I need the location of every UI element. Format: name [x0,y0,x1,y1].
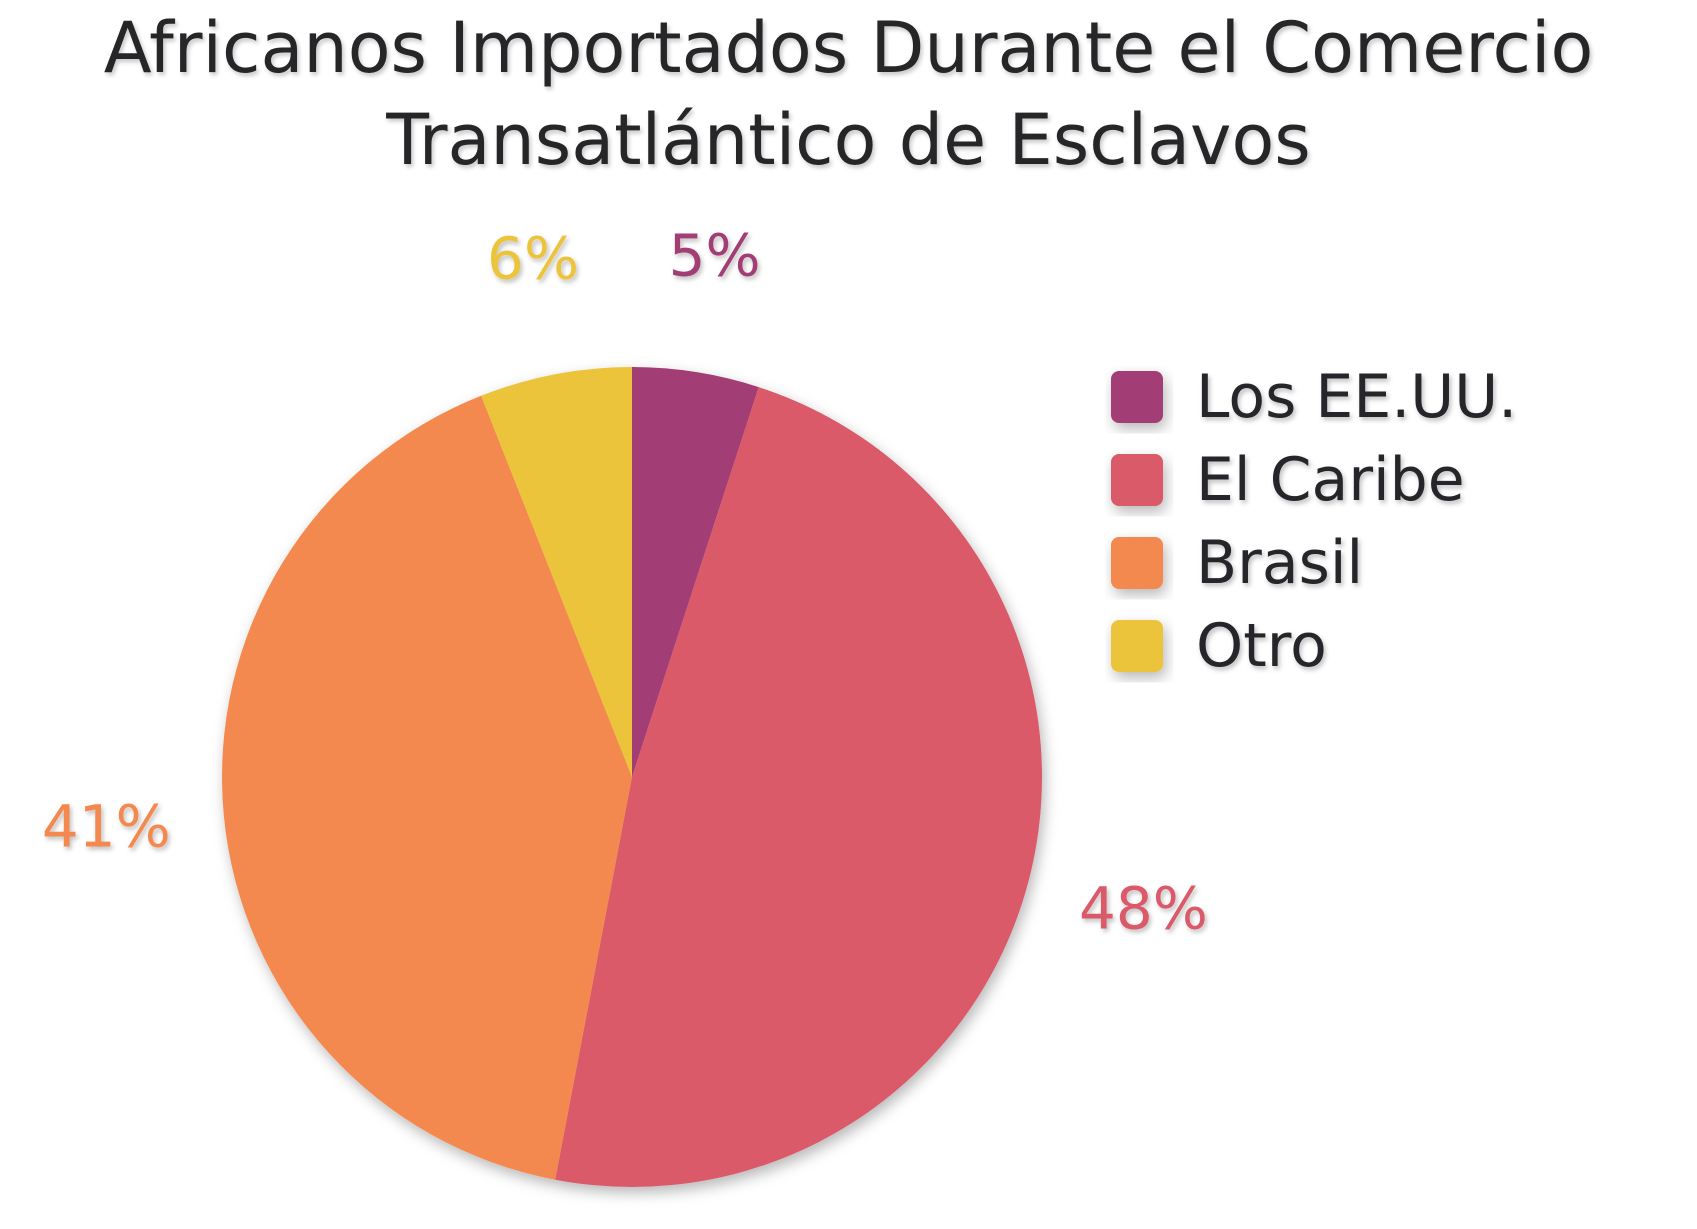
pie-slice-los-ee-uu [632,367,759,777]
chart-title: Africanos Importados Durante el Comercio… [0,2,1697,186]
data-label-brasil: 41% [42,793,171,861]
legend-swatch-el-caribe [1111,454,1163,506]
legend-label-el-caribe: El Caribe [1196,445,1465,515]
chart-title-line-2: Transatlántico de Esclavos [386,99,1311,181]
legend-swatch-los-ee-uu [1111,371,1163,423]
data-label-otro: 6% [487,224,579,292]
data-label-los-ee-uu: 5% [669,222,761,290]
legend-swatch-otro [1111,620,1163,672]
legend-swatch-brasil [1111,537,1163,589]
chart-title-line-1: Africanos Importados Durante el Comercio [103,7,1594,89]
legend-item-los-ee-uu: Los EE.UU. [1111,362,1517,432]
legend-item-brasil: Brasil [1111,528,1363,598]
pie-slice-el-caribe [555,387,1043,1187]
data-label-el-caribe: 48% [1079,874,1208,942]
legend: Los EE.UU. El Caribe Brasil Otro [1111,362,1517,681]
pie-slices [221,367,1043,1187]
pie-slice-otro [481,367,632,777]
legend-label-otro: Otro [1196,611,1327,681]
legend-label-brasil: Brasil [1196,528,1363,598]
legend-label-los-ee-uu: Los EE.UU. [1196,362,1517,432]
legend-item-el-caribe: El Caribe [1111,445,1465,515]
legend-item-otro: Otro [1111,611,1327,681]
pie-slice-brasil [221,395,633,1180]
pie-data-labels: 5% 48% 41% 6% [42,222,1208,943]
